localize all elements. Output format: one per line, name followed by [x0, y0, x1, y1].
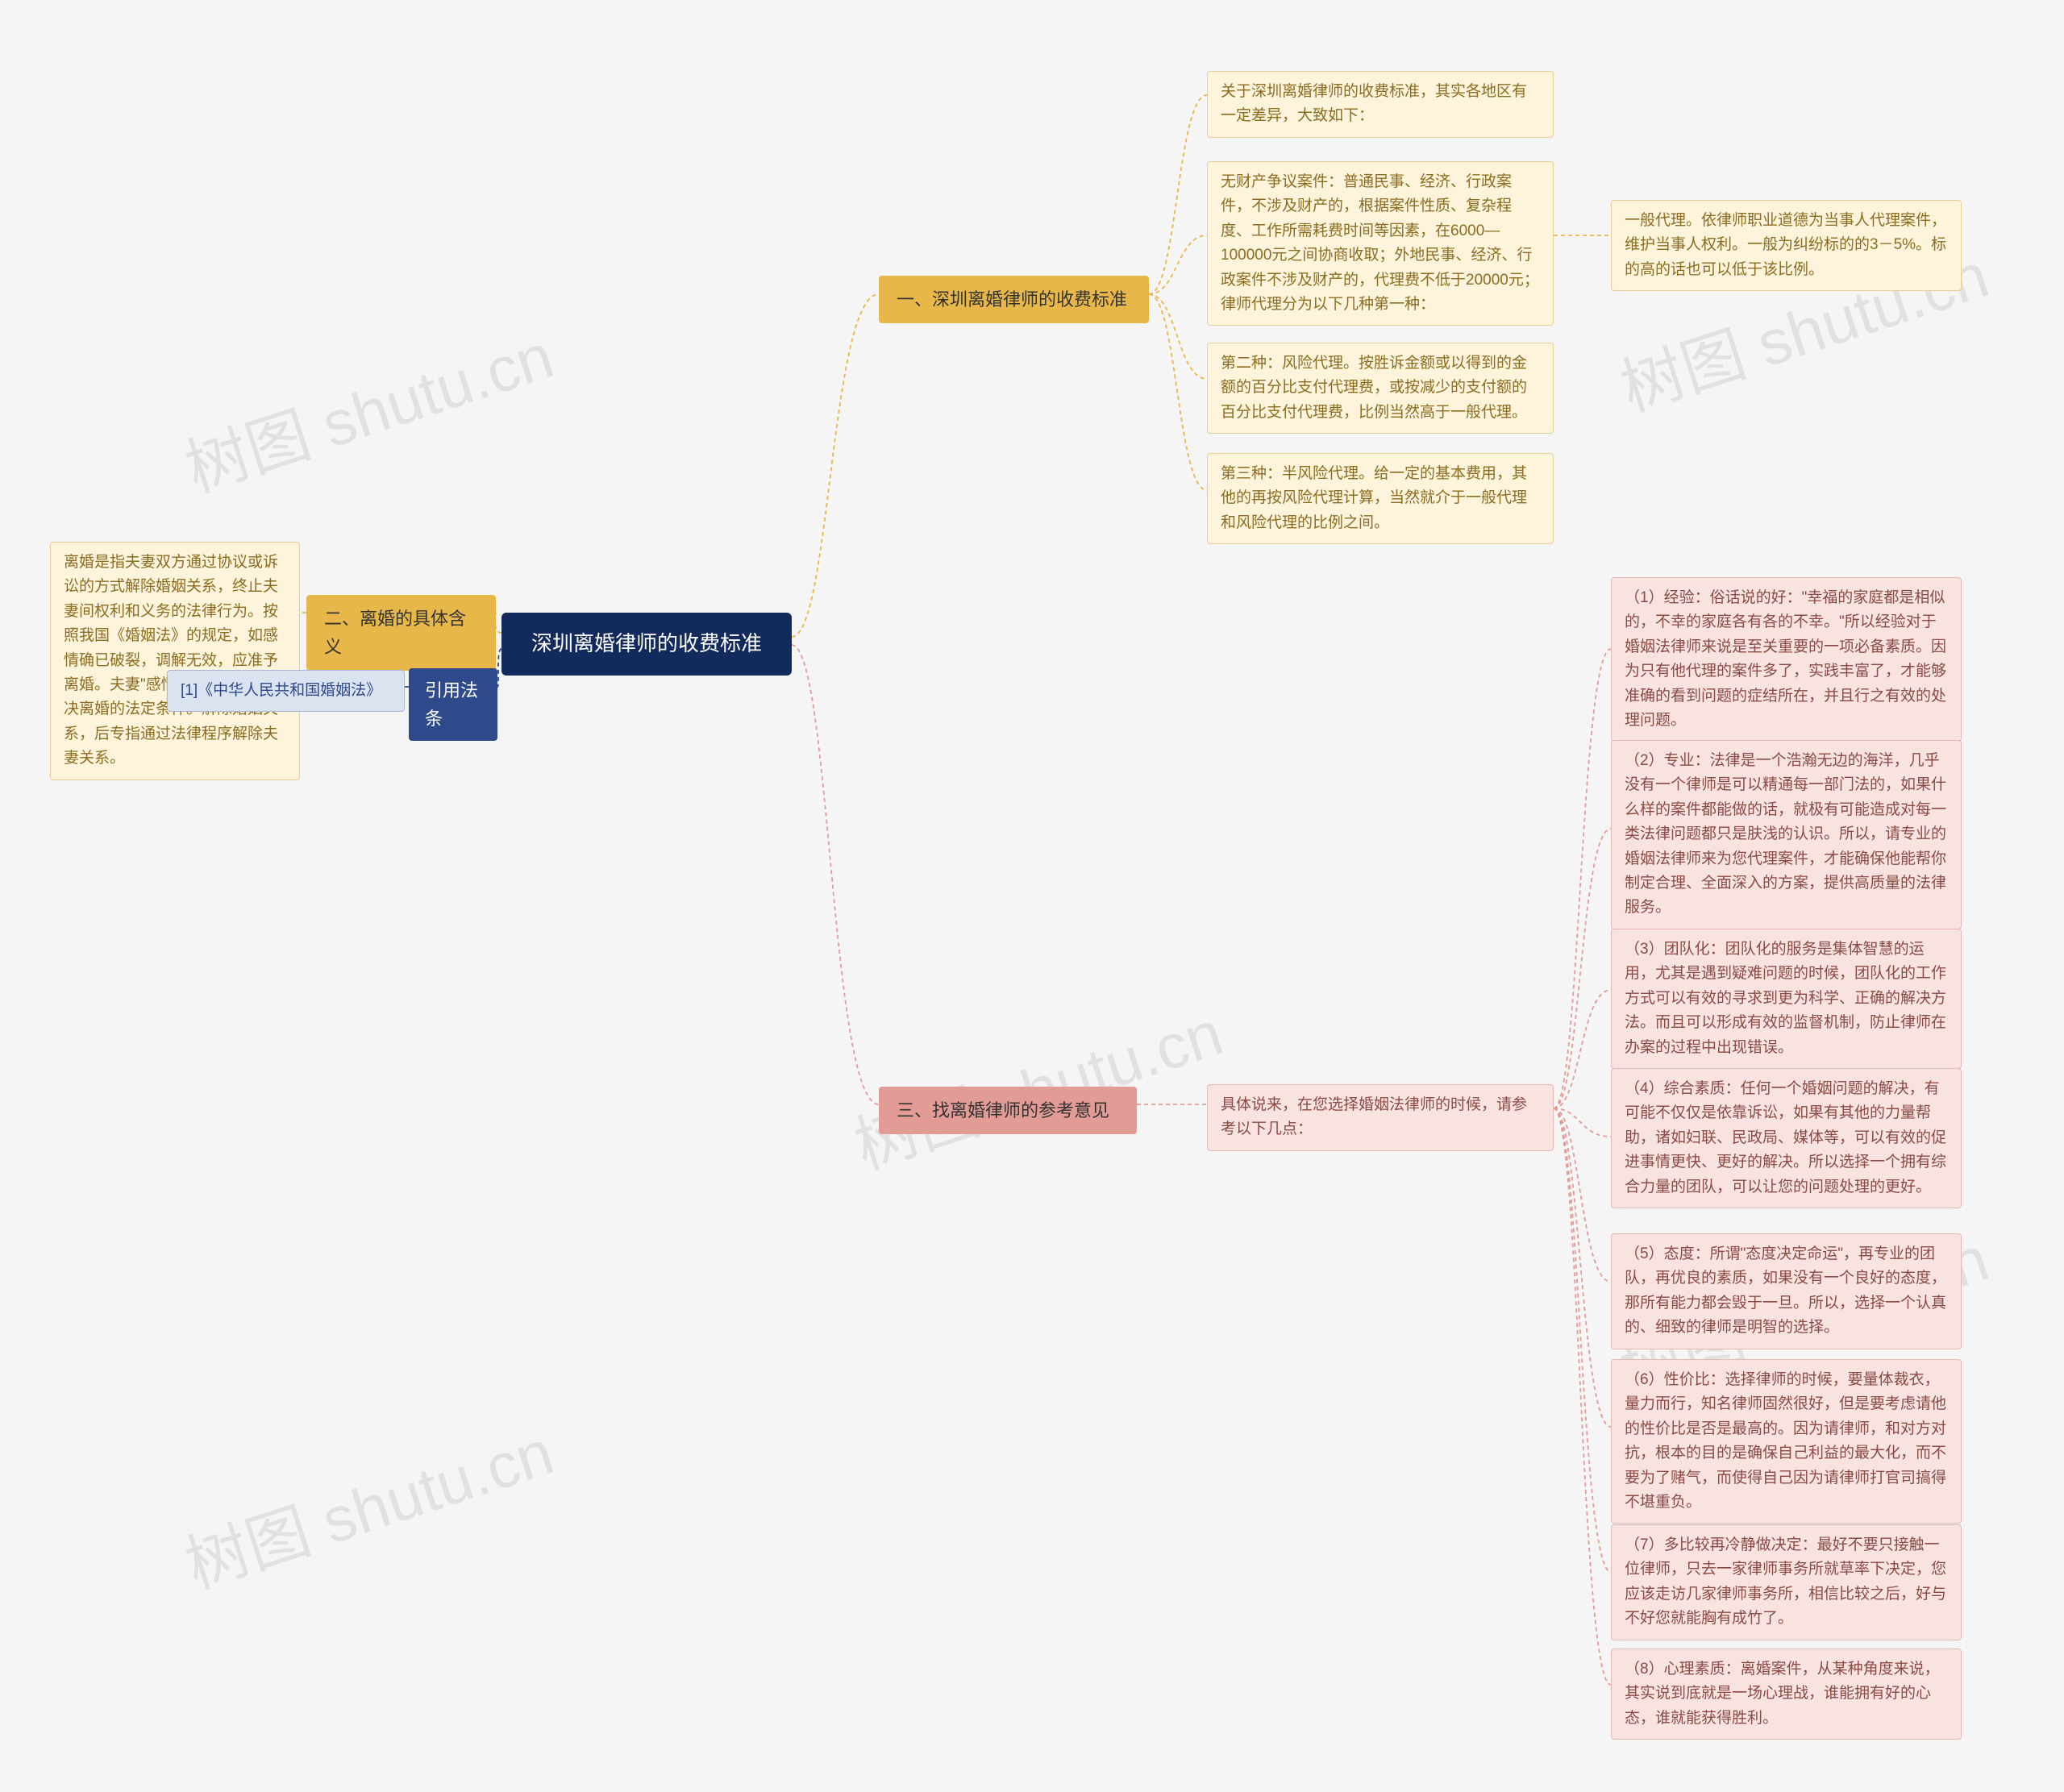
root-node[interactable]: 深圳离婚律师的收费标准	[501, 613, 792, 676]
leaf-p3[interactable]: （3）团队化：团队化的服务是集体智慧的运用，尤其是遇到疑难问题的时候，团队化的工…	[1611, 929, 1962, 1069]
leaf-y2[interactable]: 无财产争议案件：普通民事、经济、行政案件，不涉及财产的，根据案件性质、复杂程度、…	[1207, 161, 1554, 326]
watermark: 树图 shutu.cn	[842, 983, 1232, 1187]
leaf-p6[interactable]: （6）性价比：选择律师的时候，要量体裁衣，量力而行，知名律师固然很好，但是要考虑…	[1611, 1359, 1962, 1524]
watermark: 树图 shutu.cn	[173, 306, 563, 510]
leaf-citation[interactable]: [1]《中华人民共和国婚姻法》	[167, 670, 405, 712]
branch-definition[interactable]: 二、离婚的具体含义	[306, 595, 496, 671]
leaf-p8[interactable]: （8）心理素质：离婚案件，从某种角度来说，其实说到底就是一场心理战，谁能拥有好的…	[1611, 1649, 1962, 1740]
leaf-p1[interactable]: （1）经验：俗话说的好："幸福的家庭都是相似的，不幸的家庭各有各的不幸。"所以经…	[1611, 577, 1962, 742]
leaf-y4[interactable]: 第三种：半风险代理。给一定的基本费用，其他的再按风险代理计算，当然就介于一般代理…	[1207, 453, 1554, 544]
leaf-y3[interactable]: 第二种：风险代理。按胜诉金额或以得到的金额的百分比支付代理费，或按减少的支付额的…	[1207, 343, 1554, 434]
leaf-p4[interactable]: （4）综合素质：任何一个婚姻问题的解决，有可能不仅仅是依靠诉讼，如果有其他的力量…	[1611, 1068, 1962, 1208]
leaf-definition[interactable]: 离婚是指夫妻双方通过协议或诉讼的方式解除婚姻关系，终止夫妻间权利和义务的法律行为…	[50, 542, 300, 780]
leaf-p7[interactable]: （7）多比较再冷静做决定：最好不要只接触一位律师，只去一家律师事务所就草率下决定…	[1611, 1524, 1962, 1640]
watermark: 树图 shutu.cn	[173, 1403, 563, 1607]
leaf-p5[interactable]: （5）态度：所谓"态度决定命运"，再专业的团队，再优良的素质，如果没有一个良好的…	[1611, 1233, 1962, 1349]
leaf-y2a[interactable]: 一般代理。依律师职业道德为当事人代理案件，维护当事人权利。一般为纠纷标的的3－5…	[1611, 200, 1962, 291]
leaf-p2[interactable]: （2）专业：法律是一个浩瀚无边的海洋，几乎没有一个律师是可以精通每一部门法的，如…	[1611, 740, 1962, 929]
leaf-pink-intro[interactable]: 具体说来，在您选择婚姻法律师的时候，请参考以下几点：	[1207, 1084, 1554, 1151]
branch-fee-standard[interactable]: 一、深圳离婚律师的收费标准	[879, 276, 1149, 323]
branch-opinions[interactable]: 三、找离婚律师的参考意见	[879, 1087, 1137, 1134]
leaf-y1[interactable]: 关于深圳离婚律师的收费标准，其实各地区有一定差异，大致如下：	[1207, 71, 1554, 138]
branch-citation[interactable]: 引用法条	[409, 668, 497, 741]
